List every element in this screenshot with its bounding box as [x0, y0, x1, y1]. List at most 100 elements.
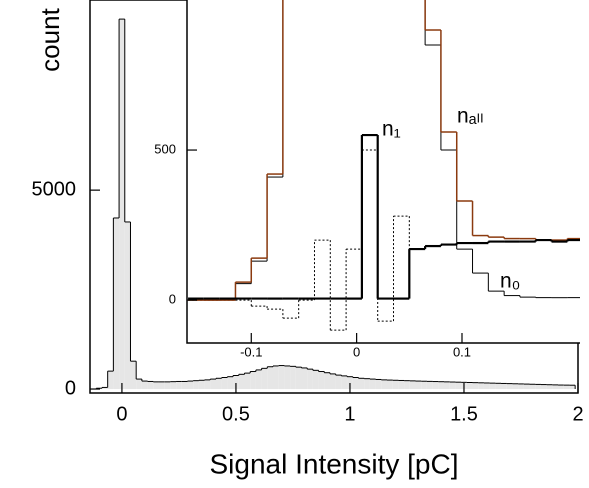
histogram-bar [558, 385, 564, 390]
histogram-bar [130, 361, 137, 390]
histogram-bar [387, 380, 393, 390]
histogram-bar [426, 381, 433, 390]
inset-frame [186, 0, 580, 344]
histogram-bar [261, 368, 268, 390]
histogram-bar [181, 381, 188, 390]
inset-background [187, 0, 580, 343]
histogram-bar [421, 381, 427, 390]
histogram-bar [164, 381, 171, 390]
histogram-bar [273, 365, 279, 390]
histogram-bar [369, 379, 376, 390]
histogram-bar [278, 365, 285, 390]
histogram-bar [318, 371, 325, 390]
x-tick-label: 0 [116, 403, 127, 425]
histogram-bar [227, 376, 234, 390]
histogram-bar [466, 382, 473, 390]
histogram-bar [347, 376, 353, 390]
histogram-bar [489, 383, 496, 390]
histogram-bar [523, 384, 530, 390]
histogram-bar [301, 367, 308, 390]
histogram-bar [176, 381, 182, 390]
main-plot [95, 18, 576, 390]
x-tick-label: 1 [344, 403, 355, 425]
histogram-bar [495, 383, 502, 390]
histogram-bar [352, 377, 359, 390]
histogram-bar [335, 375, 342, 390]
histogram-bar [204, 379, 211, 390]
histogram-bar [518, 383, 524, 390]
histogram-bar [415, 381, 422, 390]
histogram-bar [153, 381, 159, 390]
histogram-bar [244, 373, 251, 390]
histogram-bar [124, 221, 131, 390]
histogram-bar [238, 374, 245, 390]
histogram-bar [113, 217, 120, 390]
histogram-bar [250, 371, 256, 390]
histogram-bar [136, 379, 142, 390]
histogram-bar [267, 366, 273, 390]
histogram-bar [170, 381, 177, 390]
histogram-bar [398, 380, 405, 390]
x-tick-label: 0 [353, 344, 360, 359]
x-axis-title: Signal Intensity [pC] [209, 448, 458, 479]
histogram-bar [404, 380, 410, 390]
histogram-bar [215, 378, 222, 390]
histogram-bar [375, 379, 382, 390]
histogram-bar [381, 379, 388, 390]
histogram-bar [512, 383, 519, 390]
histogram-bar [107, 371, 114, 390]
histogram-bar [432, 381, 439, 390]
y-tick-label: 5000 [32, 178, 77, 200]
histogram-bar [101, 387, 108, 390]
histogram-bar [540, 384, 547, 390]
histogram-bar [312, 370, 319, 390]
histogram-bar [392, 380, 399, 390]
x-tick-label: 0.5 [222, 403, 250, 425]
histogram-bar [506, 383, 513, 390]
histogram-bar [455, 382, 462, 390]
histogram-bar [364, 378, 370, 390]
histogram-bar [284, 365, 291, 390]
histogram-bar [529, 384, 536, 390]
histogram-bar [478, 382, 484, 390]
x-tick-label: -0.1 [240, 344, 262, 359]
histogram-bar [552, 384, 559, 390]
x-tick-label: 1.5 [450, 403, 478, 425]
series-label: nₐₗₗ [457, 105, 483, 128]
histogram-bar [444, 381, 450, 390]
histogram-bar [119, 19, 125, 390]
histogram-bar [233, 375, 239, 390]
histogram-bar [158, 381, 165, 390]
labels: 0 0.5 1 1.5 2 0 5000 n₀ nₐₗₗ n₁ -0.1 0 0.1 0 500 [32, 105, 584, 426]
histogram-bar [472, 382, 479, 390]
y-tick-label: 500 [154, 141, 176, 156]
histogram-bar [147, 381, 154, 390]
histogram-bar [546, 384, 553, 390]
histogram-bar [438, 381, 445, 390]
histogram-bar [569, 385, 576, 390]
histogram-bar [193, 380, 199, 390]
histogram-bar [141, 381, 148, 390]
histogram-bar [307, 369, 313, 390]
histogram-bar [290, 366, 296, 390]
series-label: n₁ [382, 118, 401, 141]
histogram-bar [341, 375, 348, 390]
y-tick-label: 0 [169, 292, 176, 307]
histogram-bar [449, 382, 456, 390]
histogram-bar [501, 383, 507, 390]
histogram-bar [324, 372, 331, 390]
histogram-bar [295, 367, 302, 390]
series-label: n₀ [500, 270, 520, 293]
y-axis-title: count [35, 7, 65, 71]
x-tick-label: 2 [572, 403, 583, 425]
histogram-bar [483, 382, 490, 390]
x-tick-label: 0.1 [453, 344, 471, 359]
histogram-bar [563, 385, 570, 390]
histogram-bar [198, 380, 205, 390]
histogram-bar [330, 373, 336, 390]
histogram-bar [221, 377, 228, 390]
y-tick-label: 0 [65, 377, 76, 399]
histogram-bar [409, 380, 416, 390]
histogram-bar [255, 369, 262, 390]
